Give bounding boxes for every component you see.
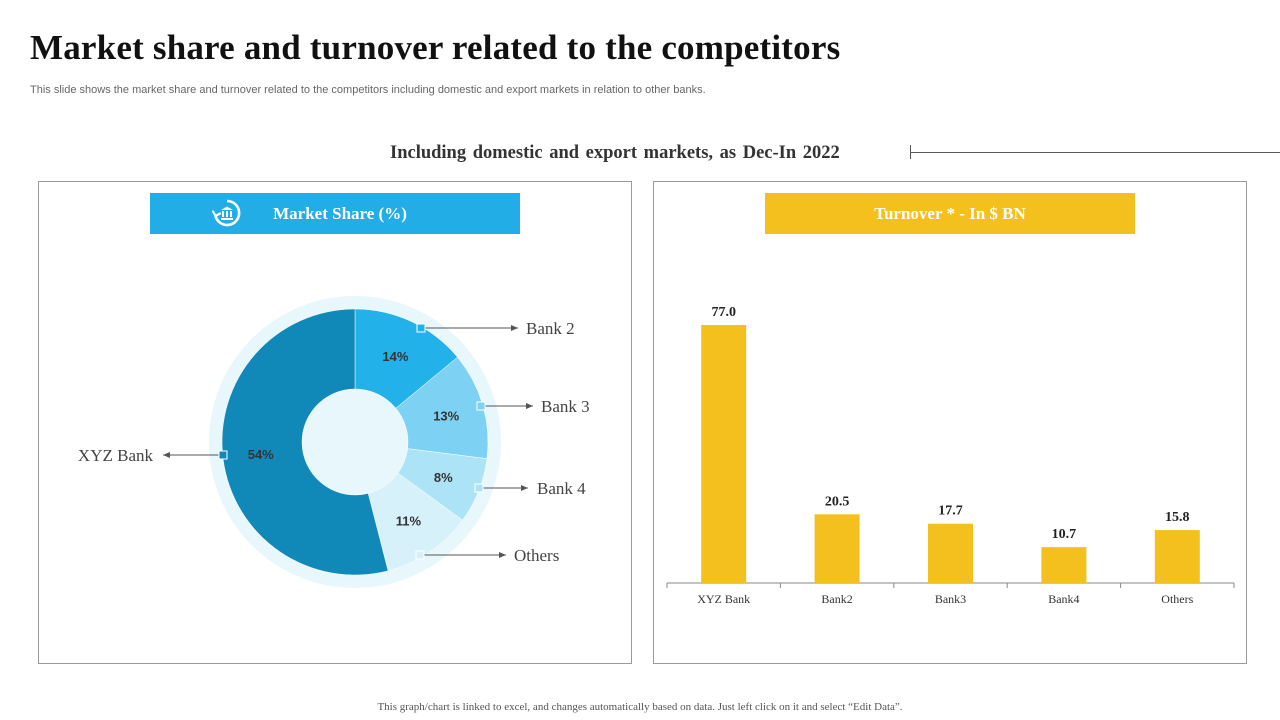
bar-others [1154,530,1200,583]
callout-arrow-bank-2 [511,325,518,331]
x-tick-label-bank4: Bank4 [1048,592,1079,606]
bar-value-label-xyz-bank: 77.0 [711,305,736,320]
bar-bank3 [928,523,973,583]
callout-arrow-xyz-bank [163,452,170,458]
callout-arrow-bank-4 [521,485,528,491]
section-heading: Including domestic and export markets, a… [390,143,840,163]
x-tick-label-bank2: Bank2 [821,592,852,606]
donut-value-label-bank-4: 8% [434,470,453,485]
bar-value-label-bank2: 20.5 [825,494,850,509]
turnover-title: Turnover * - In $ BN [874,203,1026,223]
turnover-banner: Turnover * - In $ BN [765,193,1135,234]
callout-label-bank-3: Bank 3 [541,397,590,416]
donut-value-label-others: 11% [396,514,422,529]
callout-marker-bank-3 [476,401,486,411]
bank-cycle-icon [212,199,241,227]
footer-note: This graph/chart is linked to excel, and… [377,701,903,713]
callout-label-bank-2: Bank 2 [526,319,575,338]
callout-label-others: Others [514,546,559,565]
callout-marker-bank-2 [416,323,426,333]
bar-bank2 [814,514,860,583]
section-rule [910,152,1280,153]
donut-value-label-xyz-bank: 54% [248,447,274,462]
bar-bank4 [1041,547,1087,583]
callout-label-bank-4: Bank 4 [537,479,586,498]
page-subtitle: This slide shows the market share and tu… [30,84,706,96]
donut-value-label-bank-3: 13% [433,408,459,423]
bar-xyz-bank [701,325,747,583]
market-share-banner: Market Share (%) [150,193,520,234]
x-tick-label-xyz-bank: XYZ Bank [697,592,750,606]
bar-value-label-others: 15.8 [1165,510,1190,525]
page-title: Market share and turnover related to the… [30,28,841,67]
bar-value-label-bank4: 10.7 [1052,527,1077,542]
x-tick-label-bank3: Bank3 [935,592,966,606]
callout-label-xyz-bank: XYZ Bank [78,446,154,465]
callout-arrow-others [499,552,506,558]
market-share-title: Market Share (%) [273,203,407,223]
donut-slice-bank-2 [354,308,458,409]
x-tick-label-others: Others [1161,592,1193,606]
callout-arrow-bank-3 [526,403,533,409]
bar-value-label-bank3: 17.7 [938,504,963,519]
callout-marker-xyz-bank [218,450,228,460]
callout-marker-bank-4 [474,483,484,493]
turnover-panel [653,181,1247,664]
market-share-panel [38,181,632,664]
callout-marker-others [415,550,425,560]
donut-value-label-bank-2: 14% [382,349,408,364]
